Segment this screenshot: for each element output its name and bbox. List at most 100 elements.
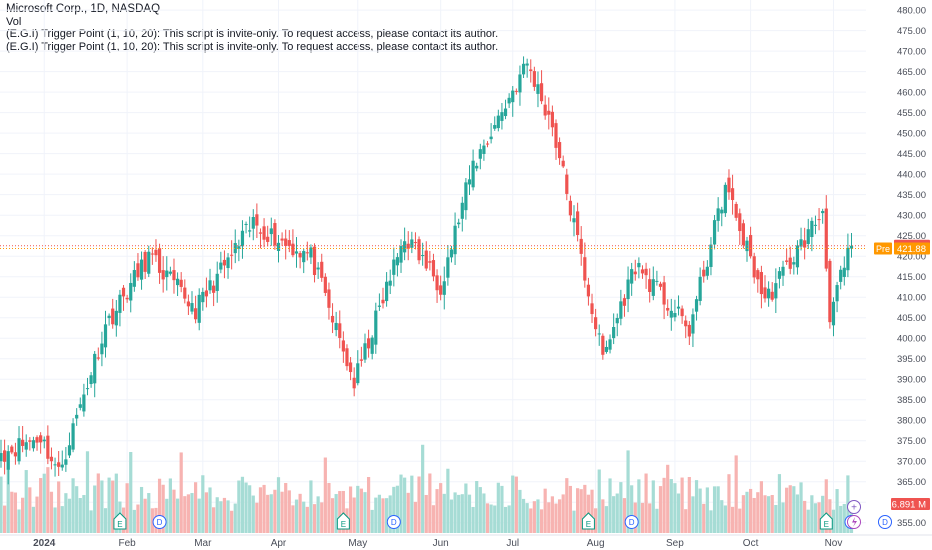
candle-body <box>431 260 436 277</box>
volume-bar <box>258 487 263 533</box>
candle-body <box>507 97 511 104</box>
earnings-marker-letter: E <box>341 520 346 529</box>
candle-body <box>60 464 64 468</box>
volume-bar <box>194 482 198 533</box>
price-tick-label: 370.00 <box>897 457 926 468</box>
volume-bar <box>612 496 616 533</box>
candle-body <box>150 253 154 255</box>
candle-body <box>42 439 46 442</box>
price-tick-label: 465.00 <box>897 67 926 78</box>
price-tick-label: 445.00 <box>897 149 926 160</box>
volume-label[interactable]: Vol <box>6 15 22 28</box>
candle-body <box>615 317 619 324</box>
volume-bar <box>666 464 670 533</box>
time-tick-label: Oct <box>743 538 759 549</box>
volume-bar <box>280 491 284 533</box>
volume-bar <box>630 485 634 533</box>
volume-bar <box>795 494 800 533</box>
indicator-line-2[interactable]: (E.G.I) Trigger Point (1, 10, 20): This … <box>6 40 499 53</box>
volume-bar <box>385 498 389 533</box>
candle-body <box>759 272 764 295</box>
volume-bar <box>421 444 425 533</box>
volume-bar <box>543 488 547 533</box>
candle-body <box>118 294 122 313</box>
volume-bar <box>597 469 601 533</box>
volume-bar <box>839 505 843 533</box>
volume-bar <box>478 487 482 533</box>
volume-bar <box>100 480 104 533</box>
candle-body <box>799 239 803 247</box>
volume-bar <box>334 494 338 533</box>
candle-body <box>244 223 248 225</box>
candle-body <box>467 179 472 185</box>
candle-body <box>341 340 345 352</box>
volume-bar <box>457 494 461 533</box>
candle-body <box>143 251 147 272</box>
volume-bar <box>330 498 335 533</box>
volume-bar <box>157 478 162 533</box>
candle-body <box>680 308 684 317</box>
volume-bar <box>406 492 410 533</box>
candle-body <box>489 136 493 140</box>
volume-bar <box>453 492 457 533</box>
volume-bar <box>756 492 760 533</box>
candle-body <box>39 435 43 443</box>
volume-bar <box>273 489 277 533</box>
volume-bar <box>17 509 21 533</box>
volume-bar <box>752 497 756 533</box>
candle-body <box>17 438 21 462</box>
candle-body <box>201 291 205 303</box>
time-axis: 2024 Feb Mar Apr May Jun Jul Aug Sep Oct Nov <box>0 534 932 549</box>
candle-body <box>28 440 32 442</box>
candle-body <box>136 263 140 278</box>
volume-bar <box>348 486 353 533</box>
volume-bar <box>723 505 727 533</box>
candle-body <box>85 388 90 390</box>
volume-bar <box>821 495 825 533</box>
volume-bar <box>687 477 691 533</box>
volume-bar <box>410 475 414 533</box>
candle-body <box>705 266 709 276</box>
candle-body <box>334 322 338 331</box>
candle-body <box>518 74 522 93</box>
volume-bar <box>532 501 536 533</box>
volume-bar <box>165 498 169 533</box>
candle-body <box>374 310 378 345</box>
candle-body <box>460 202 464 219</box>
volume-bar <box>107 477 111 533</box>
candle-body <box>273 223 277 246</box>
candle-body <box>316 267 320 270</box>
candle-body <box>287 240 291 246</box>
volume-bar <box>774 505 778 533</box>
volume-bar <box>475 481 479 533</box>
candle-body <box>576 211 580 236</box>
candle-body <box>694 299 699 312</box>
volume-bar <box>417 476 421 533</box>
candle-body <box>323 276 327 293</box>
time-tick-label: Feb <box>119 538 137 549</box>
candle-body <box>785 260 789 262</box>
dividend-icon <box>152 515 167 529</box>
candle-body <box>658 283 663 287</box>
volume-bar <box>655 508 659 533</box>
volume-bar <box>186 494 190 533</box>
candle-body <box>684 320 688 327</box>
candle-body <box>399 246 403 263</box>
volume-bar <box>777 474 782 533</box>
volume-bar <box>309 480 313 533</box>
candle-body <box>388 280 392 286</box>
volume-bar <box>204 492 209 533</box>
candle-body <box>763 287 767 299</box>
volume-bar <box>114 473 118 533</box>
candle-body <box>756 270 760 280</box>
time-tick-label: Aug <box>587 538 605 549</box>
candle-body <box>471 160 475 188</box>
candle-body <box>46 435 50 459</box>
volume-bar <box>759 481 764 533</box>
volume-bar <box>57 481 61 533</box>
volume-bar <box>377 494 382 533</box>
volume-bar <box>792 486 796 533</box>
volume-bar <box>399 474 403 533</box>
candle-body <box>107 315 111 319</box>
